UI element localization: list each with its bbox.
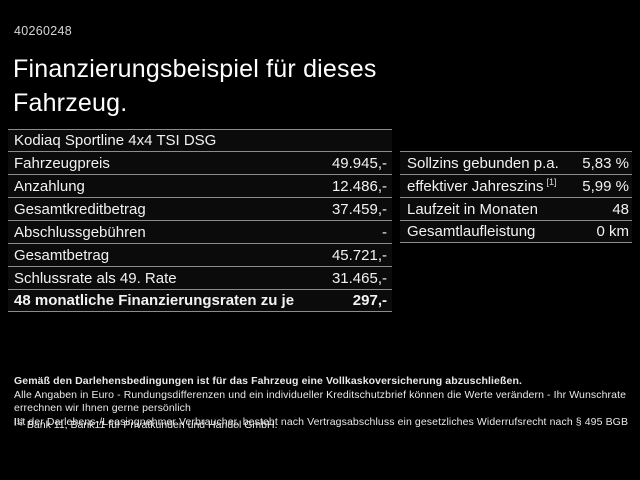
row-value: 297,-: [352, 292, 387, 309]
row-value: 48: [612, 200, 629, 218]
row-value: 5,83 %: [582, 154, 629, 172]
row-label: Gesamtbetrag: [14, 246, 110, 264]
row-label: Schlussrate als 49. Rate: [14, 269, 177, 287]
offer-id: 40260248: [14, 24, 73, 38]
page-title: Finanzierungsbeispiel für dieses Fahrzeu…: [13, 52, 377, 120]
vehicle-model-row: Kodiaq Sportline 4x4 TSI DSG: [8, 129, 392, 151]
row-value: 37.459,-: [331, 200, 387, 218]
page-title-line1: Finanzierungsbeispiel für dieses: [13, 55, 377, 83]
table-row: Gesamtkreditbetrag 37.459,-: [8, 197, 392, 220]
footnote-ref: [1]: [546, 176, 557, 187]
withdrawal-note: Ist der Darlehens-/Leasingnehmer Verbrau…: [14, 415, 629, 428]
bank-footnote: [1] Bank 11, Bank11 für Privatkunden und …: [14, 416, 278, 431]
table-row: effektiver Jahreszins [1] 5,99 %: [400, 174, 632, 197]
table-row: Fahrzeugpreis 49.945,-: [8, 151, 392, 174]
row-label: effektiver Jahreszins [1]: [407, 176, 557, 195]
table-row: Anzahlung 12.486,-: [8, 174, 392, 197]
row-value: -: [382, 223, 387, 241]
insurance-note: Gemäß den Darlehensbedingungen ist für d…: [14, 375, 522, 387]
row-label: Gesamtlaufleistung: [407, 223, 536, 240]
vehicle-model: Kodiaq Sportline 4x4 TSI DSG: [14, 132, 217, 149]
row-label: Abschlussgebühren: [14, 223, 146, 241]
financing-table: Kodiaq Sportline 4x4 TSI DSG Fahrzeugpre…: [8, 129, 392, 312]
row-label: Gesamtkreditbetrag: [14, 200, 146, 218]
footnote-text: Bank 11, Bank11 für Privatkunden und Han…: [26, 419, 278, 431]
row-label: 48 monatliche Finanzierungsraten zu je: [14, 292, 295, 309]
row-value: 45.721,-: [331, 246, 387, 264]
row-value: 31.465,-: [331, 269, 387, 287]
footnote-marker: [1]: [14, 416, 23, 426]
table-row: Sollzins gebunden p.a. 5,83 %: [400, 151, 632, 174]
disclaimer-line: Alle Angaben in Euro - Rundungsdifferenz…: [14, 388, 627, 415]
row-value: 12.486,-: [331, 177, 387, 195]
table-row: Gesamtlaufleistung 0 km: [400, 220, 632, 243]
table-row: Schlussrate als 49. Rate 31.465,-: [8, 266, 392, 289]
table-row: Laufzeit in Monaten 48: [400, 197, 632, 220]
row-label: Sollzins gebunden p.a.: [407, 154, 559, 172]
row-label: Laufzeit in Monaten: [407, 200, 538, 218]
page-title-line2: Fahrzeug.: [13, 89, 128, 117]
table-row: Gesamtbetrag 45.721,-: [8, 243, 392, 266]
table-row: Abschlussgebühren -: [8, 220, 392, 243]
legal-text: Gemäß den Darlehensbedingungen ist für d…: [14, 375, 629, 429]
row-label: Anzahlung: [14, 177, 85, 195]
row-value: 5,99 %: [582, 177, 629, 195]
row-label: Fahrzeugpreis: [14, 154, 110, 172]
interest-table: Sollzins gebunden p.a. 5,83 % effektiver…: [400, 151, 632, 243]
monthly-rate-row: 48 monatliche Finanzierungsraten zu je 2…: [8, 289, 392, 312]
row-value: 49.945,-: [331, 154, 387, 172]
row-value: 0 km: [596, 223, 629, 240]
